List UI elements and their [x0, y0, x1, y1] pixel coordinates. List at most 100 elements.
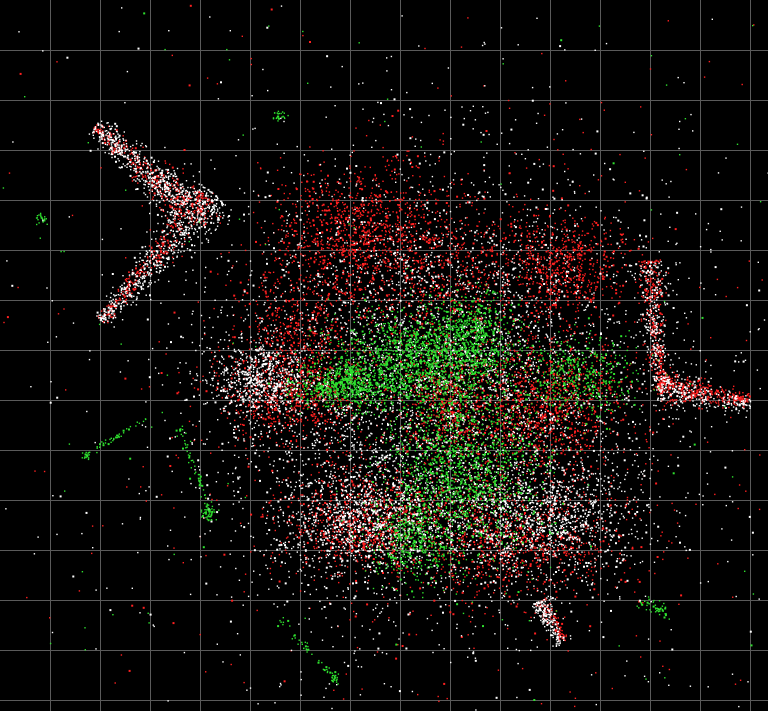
data-point: [565, 340, 567, 342]
data-point: [513, 359, 516, 361]
data-point: [270, 404, 272, 406]
data-point: [520, 508, 522, 511]
data-point: [364, 234, 367, 237]
data-point: [343, 224, 346, 227]
data-point: [550, 399, 553, 401]
data-point: [382, 210, 384, 213]
data-point: [314, 327, 316, 330]
data-point: [420, 280, 423, 282]
data-point: [531, 373, 533, 375]
data-point: [316, 547, 318, 549]
data-point: [249, 436, 252, 439]
data-point: [511, 521, 513, 523]
data-point: [605, 255, 608, 258]
data-point: [298, 289, 300, 291]
data-point: [500, 422, 502, 424]
data-point: [372, 201, 374, 203]
data-point: [518, 258, 521, 261]
data-point: [574, 285, 577, 287]
data-point: [495, 552, 497, 554]
data-point: [514, 320, 516, 322]
data-point: [500, 540, 502, 542]
data-point: [541, 421, 543, 423]
data-point: [601, 288, 604, 290]
data-point: [567, 265, 569, 267]
data-point: [374, 249, 376, 252]
data-point: [316, 312, 319, 314]
data-point: [314, 241, 316, 243]
data-point: [269, 425, 272, 427]
data-point: [373, 539, 375, 542]
data-point: [582, 398, 584, 401]
data-point: [327, 258, 329, 260]
data-point: [604, 520, 607, 522]
data-point: [517, 512, 520, 515]
data-point: [510, 407, 513, 410]
data-point: [564, 241, 566, 243]
data-point: [449, 242, 451, 245]
data-point: [381, 557, 383, 560]
data-point: [439, 464, 441, 467]
data-point: [567, 407, 569, 410]
data-point: [376, 208, 378, 210]
data-point: [574, 222, 576, 225]
data-point: [501, 388, 503, 391]
data-point: [545, 282, 547, 284]
data-point: [555, 307, 557, 309]
data-point: [645, 439, 647, 441]
data-point: [372, 539, 375, 541]
data-point: [611, 297, 613, 299]
data-point: [579, 577, 582, 579]
data-point: [540, 427, 542, 429]
data-point: [381, 238, 384, 241]
data-point: [519, 368, 522, 371]
data-point: [310, 398, 312, 400]
data-point: [552, 165, 555, 168]
data-point: [371, 187, 373, 189]
data-point: [569, 427, 572, 430]
data-point: [313, 262, 316, 264]
data-point: [306, 403, 308, 405]
data-point: [351, 543, 354, 545]
data-point: [527, 359, 530, 361]
data-point: [401, 544, 404, 547]
data-point: [382, 533, 384, 535]
data-point: [353, 244, 356, 246]
data-point: [556, 556, 558, 558]
data-point: [641, 254, 644, 256]
data-point: [592, 398, 594, 400]
data-point: [603, 463, 605, 465]
data-point: [349, 548, 351, 550]
data-point: [413, 532, 416, 534]
data-point: [334, 508, 337, 511]
data-point: [347, 282, 349, 284]
data-point: [372, 484, 375, 486]
data-point: [360, 521, 362, 523]
data-point: [534, 547, 536, 550]
data-point: [656, 556, 659, 558]
data-point: [419, 491, 421, 493]
data-point: [258, 286, 260, 289]
data-point: [561, 275, 563, 278]
data-point: [266, 514, 269, 517]
data-point: [379, 194, 381, 196]
data-point: [276, 200, 279, 203]
data-point: [568, 266, 570, 268]
data-point: [518, 424, 520, 427]
data-point: [339, 556, 342, 558]
data-point: [230, 387, 233, 389]
data-point: [541, 242, 543, 244]
data-point: [456, 591, 458, 593]
data-point: [296, 400, 298, 402]
data-point: [257, 194, 259, 196]
data-point: [348, 525, 350, 528]
data-point: [576, 249, 579, 251]
data-point: [585, 341, 588, 343]
data-point: [245, 432, 247, 434]
data-point: [630, 249, 632, 252]
data-point: [374, 540, 376, 543]
data-point: [461, 535, 464, 538]
data-point: [501, 555, 504, 557]
data-point: [530, 271, 533, 273]
data-point: [465, 517, 468, 520]
